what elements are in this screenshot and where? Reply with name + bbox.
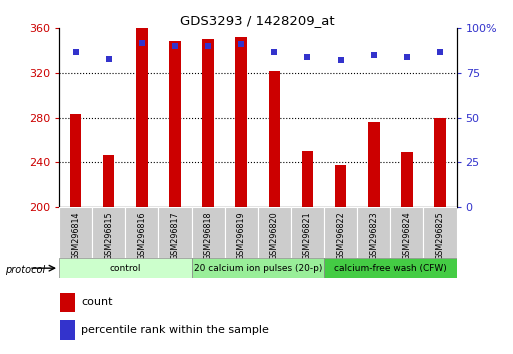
Text: GSM296825: GSM296825 bbox=[436, 211, 444, 260]
Bar bbox=[401, 152, 412, 207]
Point bbox=[105, 56, 113, 62]
Point bbox=[303, 54, 311, 60]
Bar bbox=[390, 207, 423, 258]
Text: count: count bbox=[81, 297, 112, 307]
Bar bbox=[335, 165, 346, 207]
Bar bbox=[202, 40, 214, 207]
Text: GSM296817: GSM296817 bbox=[170, 211, 180, 260]
Bar bbox=[59, 207, 92, 258]
Text: GSM296823: GSM296823 bbox=[369, 211, 378, 260]
Bar bbox=[60, 320, 75, 340]
Bar bbox=[324, 258, 457, 278]
Bar bbox=[423, 207, 457, 258]
Bar bbox=[368, 122, 380, 207]
Bar bbox=[60, 293, 75, 312]
Bar bbox=[59, 258, 191, 278]
Text: GSM296814: GSM296814 bbox=[71, 211, 80, 260]
Bar bbox=[291, 207, 324, 258]
Bar bbox=[302, 151, 313, 207]
Point bbox=[270, 49, 279, 55]
Text: GSM296816: GSM296816 bbox=[137, 211, 146, 260]
Point bbox=[436, 49, 444, 55]
Bar bbox=[434, 118, 446, 207]
Bar bbox=[357, 207, 390, 258]
Bar bbox=[136, 28, 148, 207]
Title: GDS3293 / 1428209_at: GDS3293 / 1428209_at bbox=[181, 14, 335, 27]
Bar bbox=[225, 207, 258, 258]
Text: 20 calcium ion pulses (20-p): 20 calcium ion pulses (20-p) bbox=[193, 264, 322, 273]
Text: control: control bbox=[109, 264, 141, 273]
Text: GSM296824: GSM296824 bbox=[402, 211, 411, 260]
Bar bbox=[235, 37, 247, 207]
Bar bbox=[103, 155, 114, 207]
Point bbox=[337, 58, 345, 63]
Point bbox=[204, 44, 212, 49]
Text: GSM296820: GSM296820 bbox=[270, 211, 279, 260]
Text: protocol: protocol bbox=[5, 265, 45, 275]
Bar bbox=[268, 71, 280, 207]
Text: GSM296822: GSM296822 bbox=[336, 211, 345, 260]
Bar bbox=[324, 207, 357, 258]
Bar bbox=[169, 41, 181, 207]
Point bbox=[137, 40, 146, 45]
Bar bbox=[70, 114, 82, 207]
Text: GSM296821: GSM296821 bbox=[303, 211, 312, 260]
Bar bbox=[125, 207, 159, 258]
Text: GSM296819: GSM296819 bbox=[236, 211, 246, 260]
Point bbox=[237, 41, 245, 47]
Point bbox=[403, 54, 411, 60]
Bar bbox=[191, 207, 225, 258]
Bar bbox=[191, 258, 324, 278]
Text: calcium-free wash (CFW): calcium-free wash (CFW) bbox=[334, 264, 447, 273]
Point bbox=[71, 49, 80, 55]
Text: percentile rank within the sample: percentile rank within the sample bbox=[81, 325, 269, 335]
Point bbox=[171, 44, 179, 49]
Point bbox=[370, 52, 378, 58]
Bar bbox=[92, 207, 125, 258]
Bar bbox=[159, 207, 191, 258]
Text: GSM296815: GSM296815 bbox=[104, 211, 113, 260]
Text: GSM296818: GSM296818 bbox=[204, 211, 212, 260]
Bar bbox=[258, 207, 291, 258]
